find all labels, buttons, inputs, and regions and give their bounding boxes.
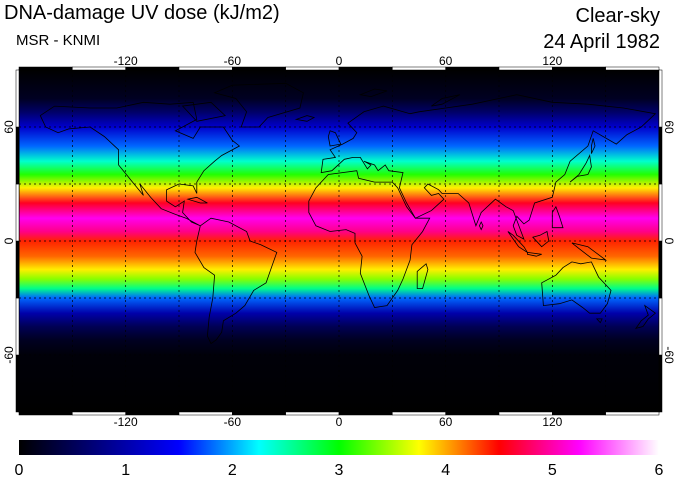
- colorbar-tick-label: 5: [548, 462, 557, 479]
- frame-segment-bottom: [392, 411, 446, 416]
- frame-segment-bottom: [338, 411, 393, 416]
- novaya-zemlya-outline: [431, 94, 461, 107]
- colorbar-tick-label: 0: [15, 462, 24, 479]
- frame-segment-top: [605, 66, 660, 71]
- australia-outline: [541, 261, 612, 314]
- lat-tick-label-right: 60: [662, 120, 676, 134]
- tasmania-outline: [595, 318, 603, 324]
- frame-segment-bottom: [18, 411, 73, 416]
- japan-outline: [569, 154, 592, 183]
- frame-segment-top: [18, 66, 73, 71]
- lat-tick-label-left: 0: [2, 237, 16, 244]
- lon-tick-label-bottom: 120: [542, 415, 562, 429]
- frame-segment-top: [338, 66, 393, 71]
- lat-tick-label-left: 60: [2, 120, 16, 134]
- colorbar-tick-label: 6: [655, 462, 664, 479]
- new-zealand-outline: [634, 304, 657, 330]
- greenland-outline: [213, 82, 304, 128]
- sakhalin-outline: [591, 138, 596, 154]
- lat-tick-label-right: -60: [662, 346, 676, 364]
- eurasia-outline: [320, 94, 657, 240]
- lon-tick-label-bottom: 0: [336, 415, 343, 429]
- lon-tick-label-bottom: 60: [439, 415, 453, 429]
- north-america-outline: [39, 101, 241, 227]
- frame-segment-top: [392, 66, 446, 71]
- svalbard-outline: [358, 88, 388, 98]
- baffin-outline: [181, 101, 227, 122]
- lat-tick-label-right: 0: [662, 238, 676, 245]
- south-america-outline: [194, 217, 278, 345]
- lat-tick-label-left: -60: [2, 346, 16, 364]
- colorbar: [19, 440, 659, 455]
- sky-condition-label: Clear-sky: [575, 5, 660, 27]
- frame-segment-right: [658, 297, 663, 356]
- iceland-outline: [294, 115, 316, 122]
- frame-segment-right: [658, 354, 663, 413]
- colorbar-tick-label: 4: [441, 462, 450, 479]
- colorbar-tick-label: 3: [335, 462, 344, 479]
- lon-tick-label-top: -60: [224, 54, 242, 68]
- frame-segment-bottom: [605, 411, 660, 416]
- frame-segment-right: [658, 240, 663, 299]
- lon-tick-label-bottom: -60: [224, 415, 242, 429]
- madagascar-outline: [416, 263, 429, 289]
- frame-segment-left: [15, 297, 20, 356]
- source-label: MSR - KNMI: [16, 32, 101, 49]
- frame-segment-right: [658, 69, 663, 128]
- lon-tick-label-bottom: -120: [114, 415, 138, 429]
- frame-segment-left: [15, 354, 20, 413]
- map-layer: -120 -120 -60 -60 0 0 60 60 120 120 60 60 0 0 -60 -60 0 1…: [2, 54, 676, 479]
- frame-segment-left: [15, 126, 20, 185]
- frame-segment-left: [15, 183, 20, 242]
- frame-segment-bottom: [445, 411, 500, 416]
- map-title: DNA-damage UV dose (kJ/m2): [4, 2, 280, 24]
- africa-outline: [308, 170, 431, 308]
- frame-segment-right: [658, 126, 663, 185]
- lon-tick-label-top: 120: [542, 54, 562, 68]
- lon-tick-label-top: 60: [439, 54, 453, 68]
- colorbar-tick-label: 1: [121, 462, 130, 479]
- java-outline: [527, 251, 542, 257]
- frame-segment-left: [15, 240, 20, 299]
- lon-tick-label-top: -120: [114, 54, 138, 68]
- frame-segment-top: [285, 66, 340, 71]
- lon-tick-label-top: 0: [336, 54, 343, 68]
- cuba-outline: [186, 196, 208, 204]
- colorbar-tick-label: 2: [228, 462, 237, 479]
- sumatra-outline: [507, 231, 528, 253]
- british-isles-outline: [327, 130, 342, 147]
- new-guinea-outline: [571, 242, 608, 261]
- frame-segment-left: [15, 69, 20, 128]
- sri-lanka-outline: [478, 221, 484, 231]
- borneo-outline: [532, 230, 550, 248]
- date-label: 24 April 1982: [543, 31, 660, 53]
- frame-segment-top: [445, 66, 500, 71]
- frame-segment-bottom: [285, 411, 340, 416]
- frame-segment-right: [658, 183, 663, 242]
